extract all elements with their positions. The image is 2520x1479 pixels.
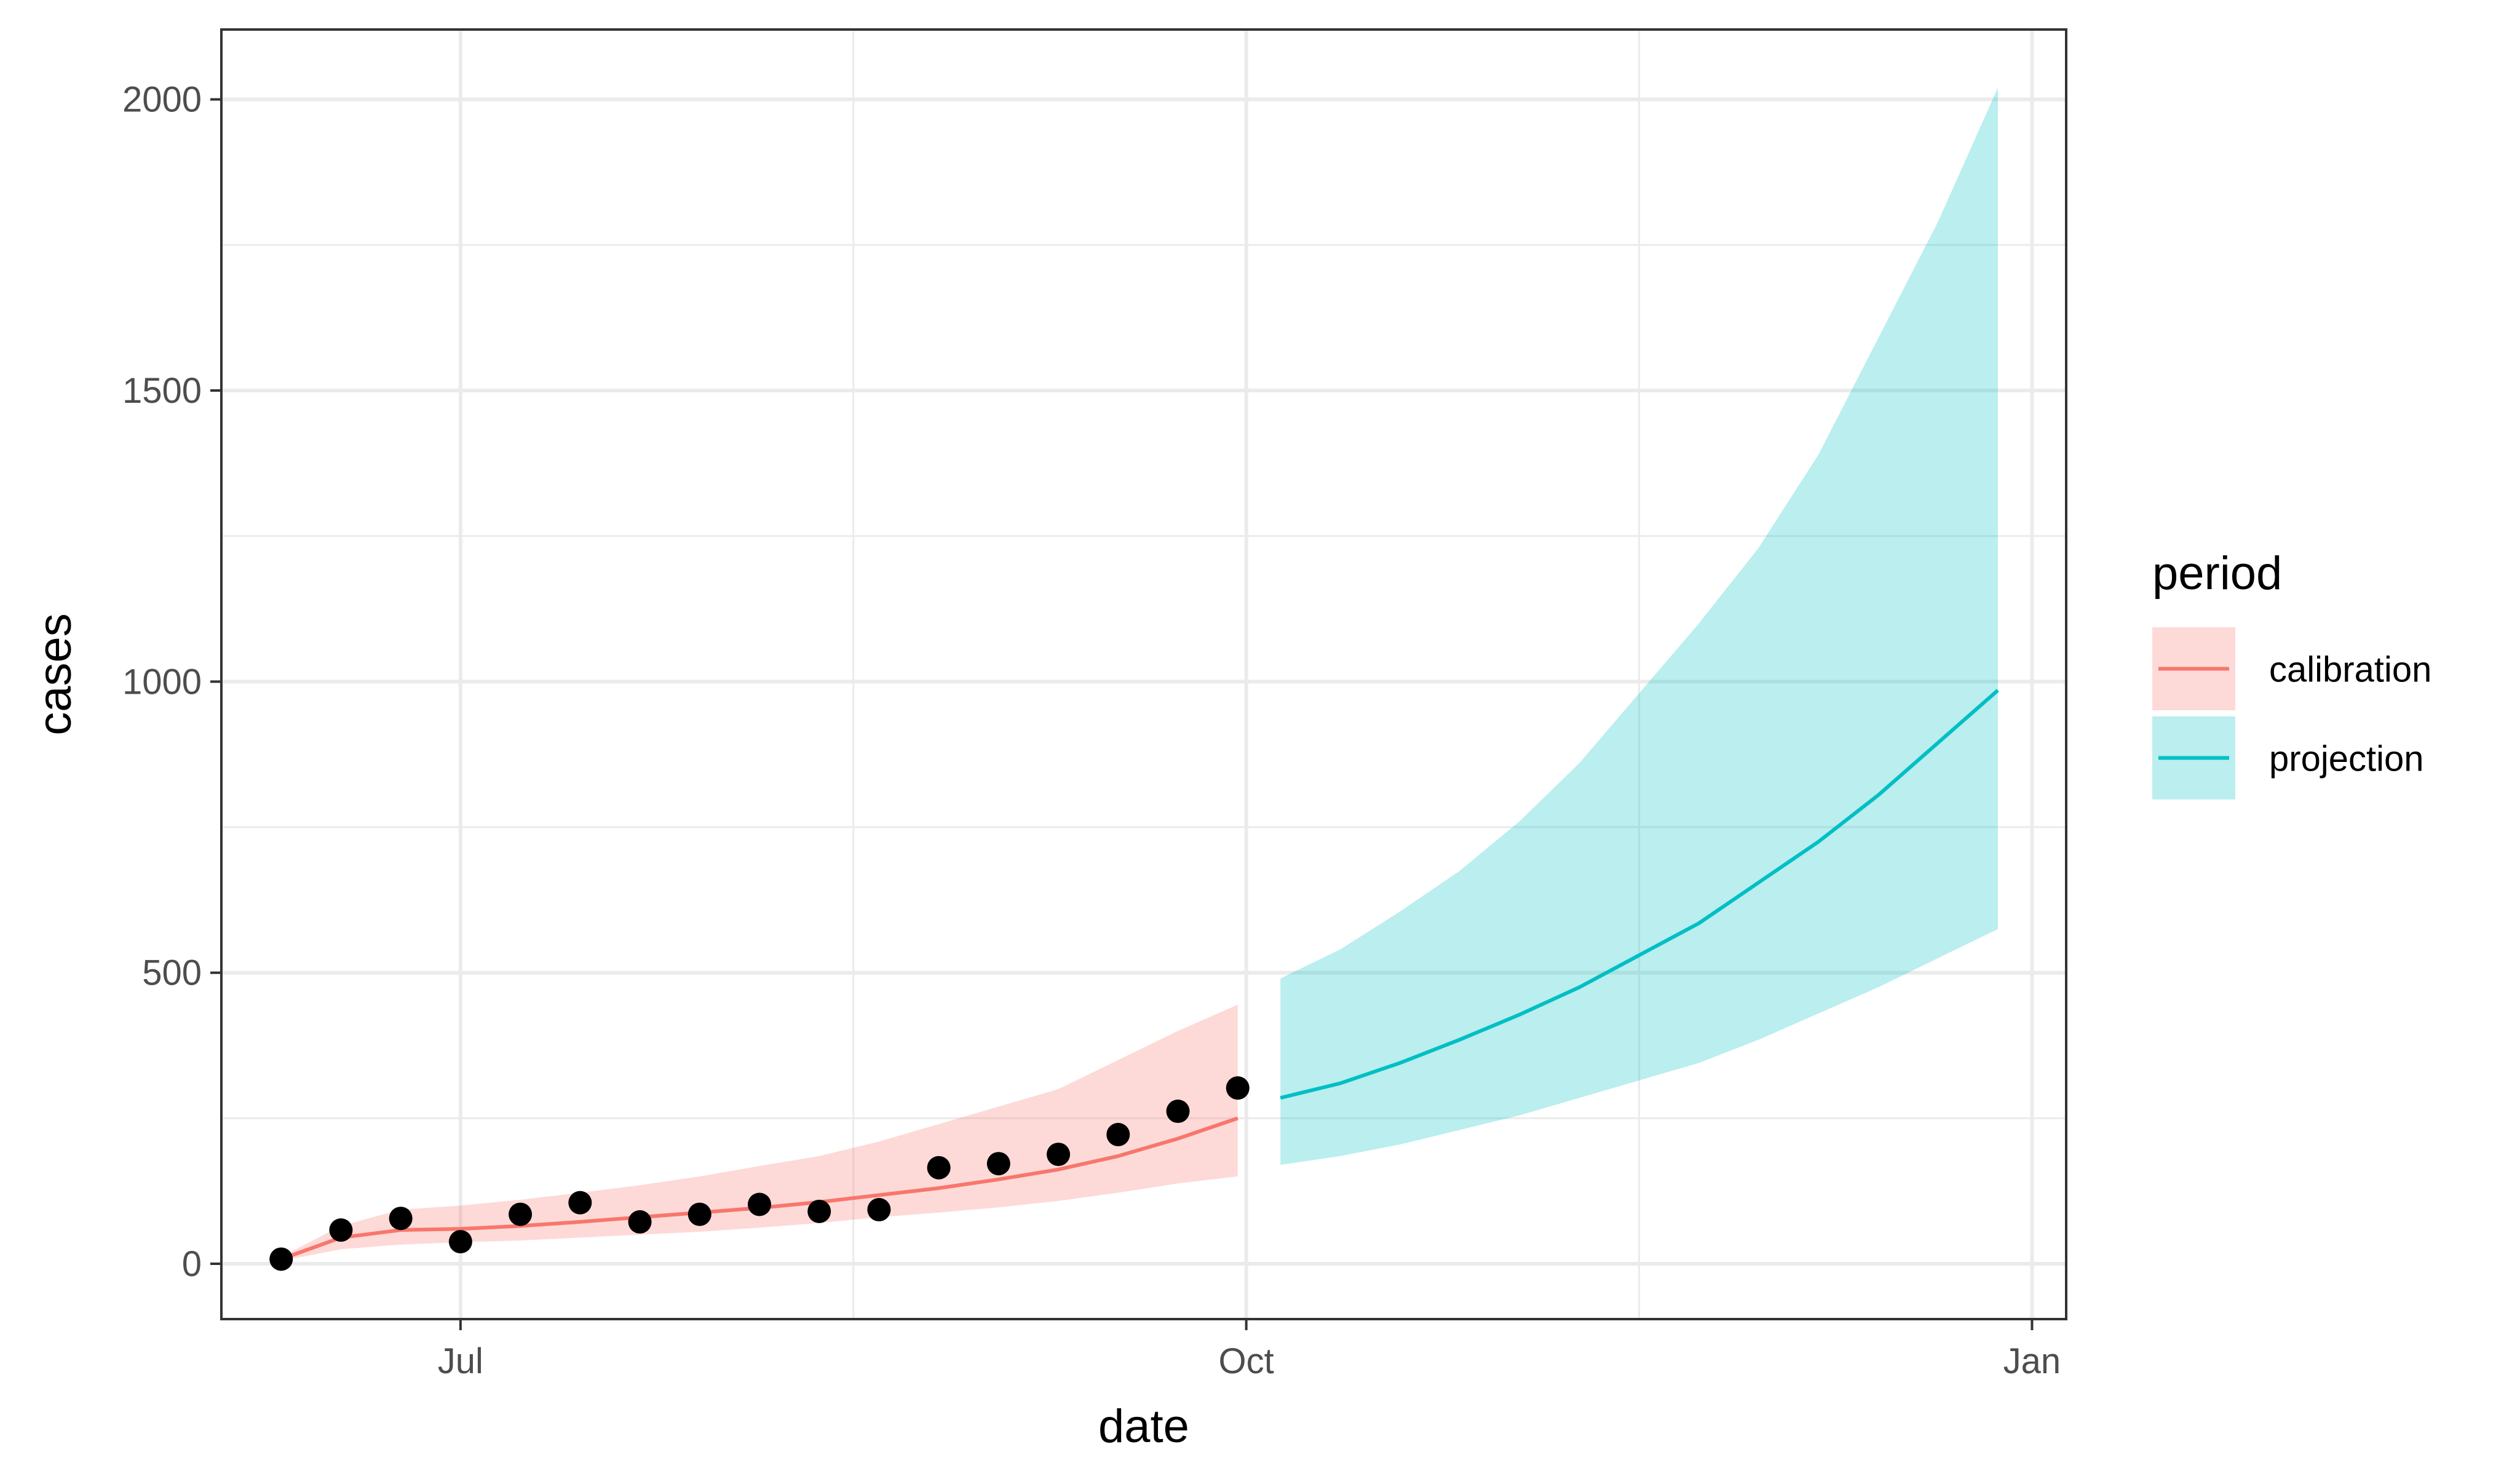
data-point — [807, 1199, 831, 1223]
data-point — [329, 1218, 353, 1242]
data-point — [389, 1207, 413, 1231]
grid — [221, 30, 2066, 1319]
y-axis-title: cases — [29, 613, 81, 736]
panel-border — [220, 28, 2067, 1320]
y-tick-label: 1500 — [122, 371, 202, 411]
data-point — [687, 1202, 711, 1226]
y-tick-label: 1000 — [122, 662, 202, 702]
data-point — [628, 1210, 652, 1234]
x-axis-title: date — [1098, 1400, 1189, 1453]
ribbon-calibration — [281, 1004, 1238, 1261]
data-point — [927, 1156, 951, 1180]
data-point — [867, 1198, 891, 1222]
legend-title: period — [2152, 547, 2282, 600]
axes: 0 500 1000 1500 2000 Jul Oct Jan — [122, 80, 2061, 1381]
observed-points — [269, 1076, 1250, 1271]
data-point — [509, 1202, 533, 1226]
y-tick-label: 0 — [182, 1244, 202, 1284]
y-tick-label: 2000 — [122, 80, 202, 120]
legend: period calibration projection — [2152, 547, 2431, 799]
data-point — [748, 1192, 771, 1216]
data-point — [448, 1230, 472, 1254]
data-point — [1166, 1100, 1190, 1124]
legend-label: projection — [2269, 739, 2423, 779]
data-point — [1106, 1122, 1130, 1146]
ribbon-projection — [1280, 87, 1998, 1165]
legend-entries: calibration projection — [2152, 627, 2431, 799]
data-point — [1047, 1143, 1071, 1167]
x-tick-label: Jan — [2003, 1341, 2061, 1381]
data-point — [568, 1191, 592, 1215]
x-tick-label: Jul — [438, 1341, 483, 1381]
legend-label: calibration — [2269, 650, 2431, 690]
data-point — [269, 1247, 293, 1271]
data-point — [1226, 1076, 1250, 1100]
confidence-ribbons — [281, 87, 1998, 1261]
data-point — [986, 1152, 1010, 1176]
line-projection — [1280, 689, 1999, 1100]
x-tick-label: Oct — [1219, 1341, 1274, 1381]
y-tick-label: 500 — [142, 953, 202, 993]
